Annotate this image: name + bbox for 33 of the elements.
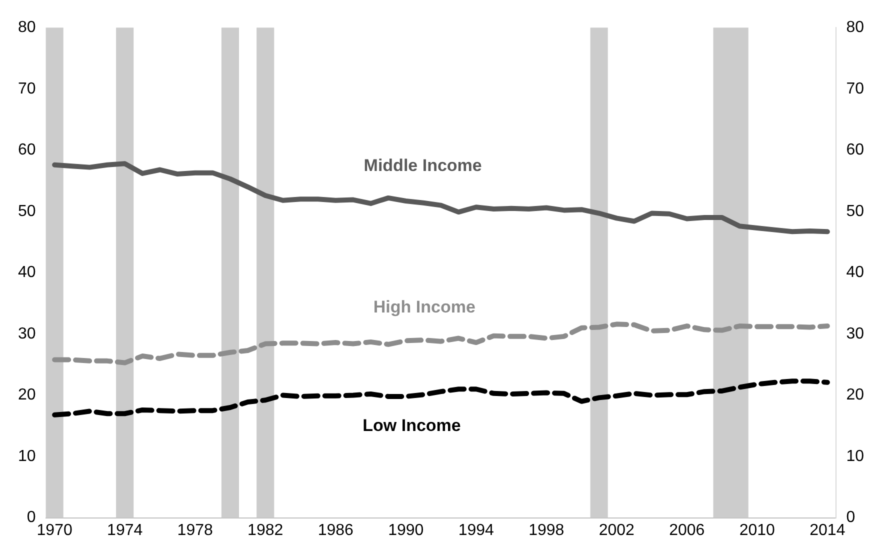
- y2-tick-label: 40: [846, 264, 864, 282]
- y2-tick-label: 70: [846, 80, 864, 98]
- x-tick-label: 1990: [388, 522, 424, 539]
- y-tick-label: 0: [26, 509, 36, 526]
- x-tick-label: 1982: [248, 522, 284, 539]
- y-tick-label: 30: [18, 325, 36, 342]
- y-tick-label: 40: [18, 264, 36, 282]
- y2-tick-label: 50: [846, 202, 864, 220]
- series-label: Middle Income: [364, 156, 482, 176]
- y2-tick-label: 30: [846, 325, 864, 342]
- x-tick-label: 1978: [177, 522, 213, 539]
- x-tick-label: 2014: [810, 522, 846, 539]
- x-tick-label: 2010: [739, 522, 776, 539]
- y-tick-label: 50: [18, 202, 36, 220]
- x-tick-label: 1994: [458, 522, 494, 539]
- y-tick-label: 10: [18, 448, 36, 465]
- y2-tick-label: 0: [846, 509, 856, 526]
- x-tick-label: 1974: [107, 522, 143, 539]
- y-tick-label: 60: [18, 142, 36, 159]
- x-tick-label: 2006: [669, 522, 705, 539]
- series-label: Low Income: [362, 416, 461, 435]
- y2-tick-label: 80: [846, 19, 864, 36]
- x-tick-label: 1986: [318, 522, 354, 539]
- x-tick-label: 2002: [598, 522, 635, 539]
- x-tick-label: 1998: [528, 522, 564, 539]
- y-tick-label: 80: [18, 19, 36, 36]
- y-tick-label: 70: [18, 80, 36, 98]
- y2-tick-label: 10: [846, 448, 864, 465]
- y-tick-label: 20: [18, 386, 36, 404]
- x-tick-label: 1970: [36, 522, 72, 539]
- y2-tick-label: 60: [846, 142, 864, 159]
- y2-tick-label: 20: [846, 386, 864, 404]
- series-label: High Income: [373, 298, 476, 317]
